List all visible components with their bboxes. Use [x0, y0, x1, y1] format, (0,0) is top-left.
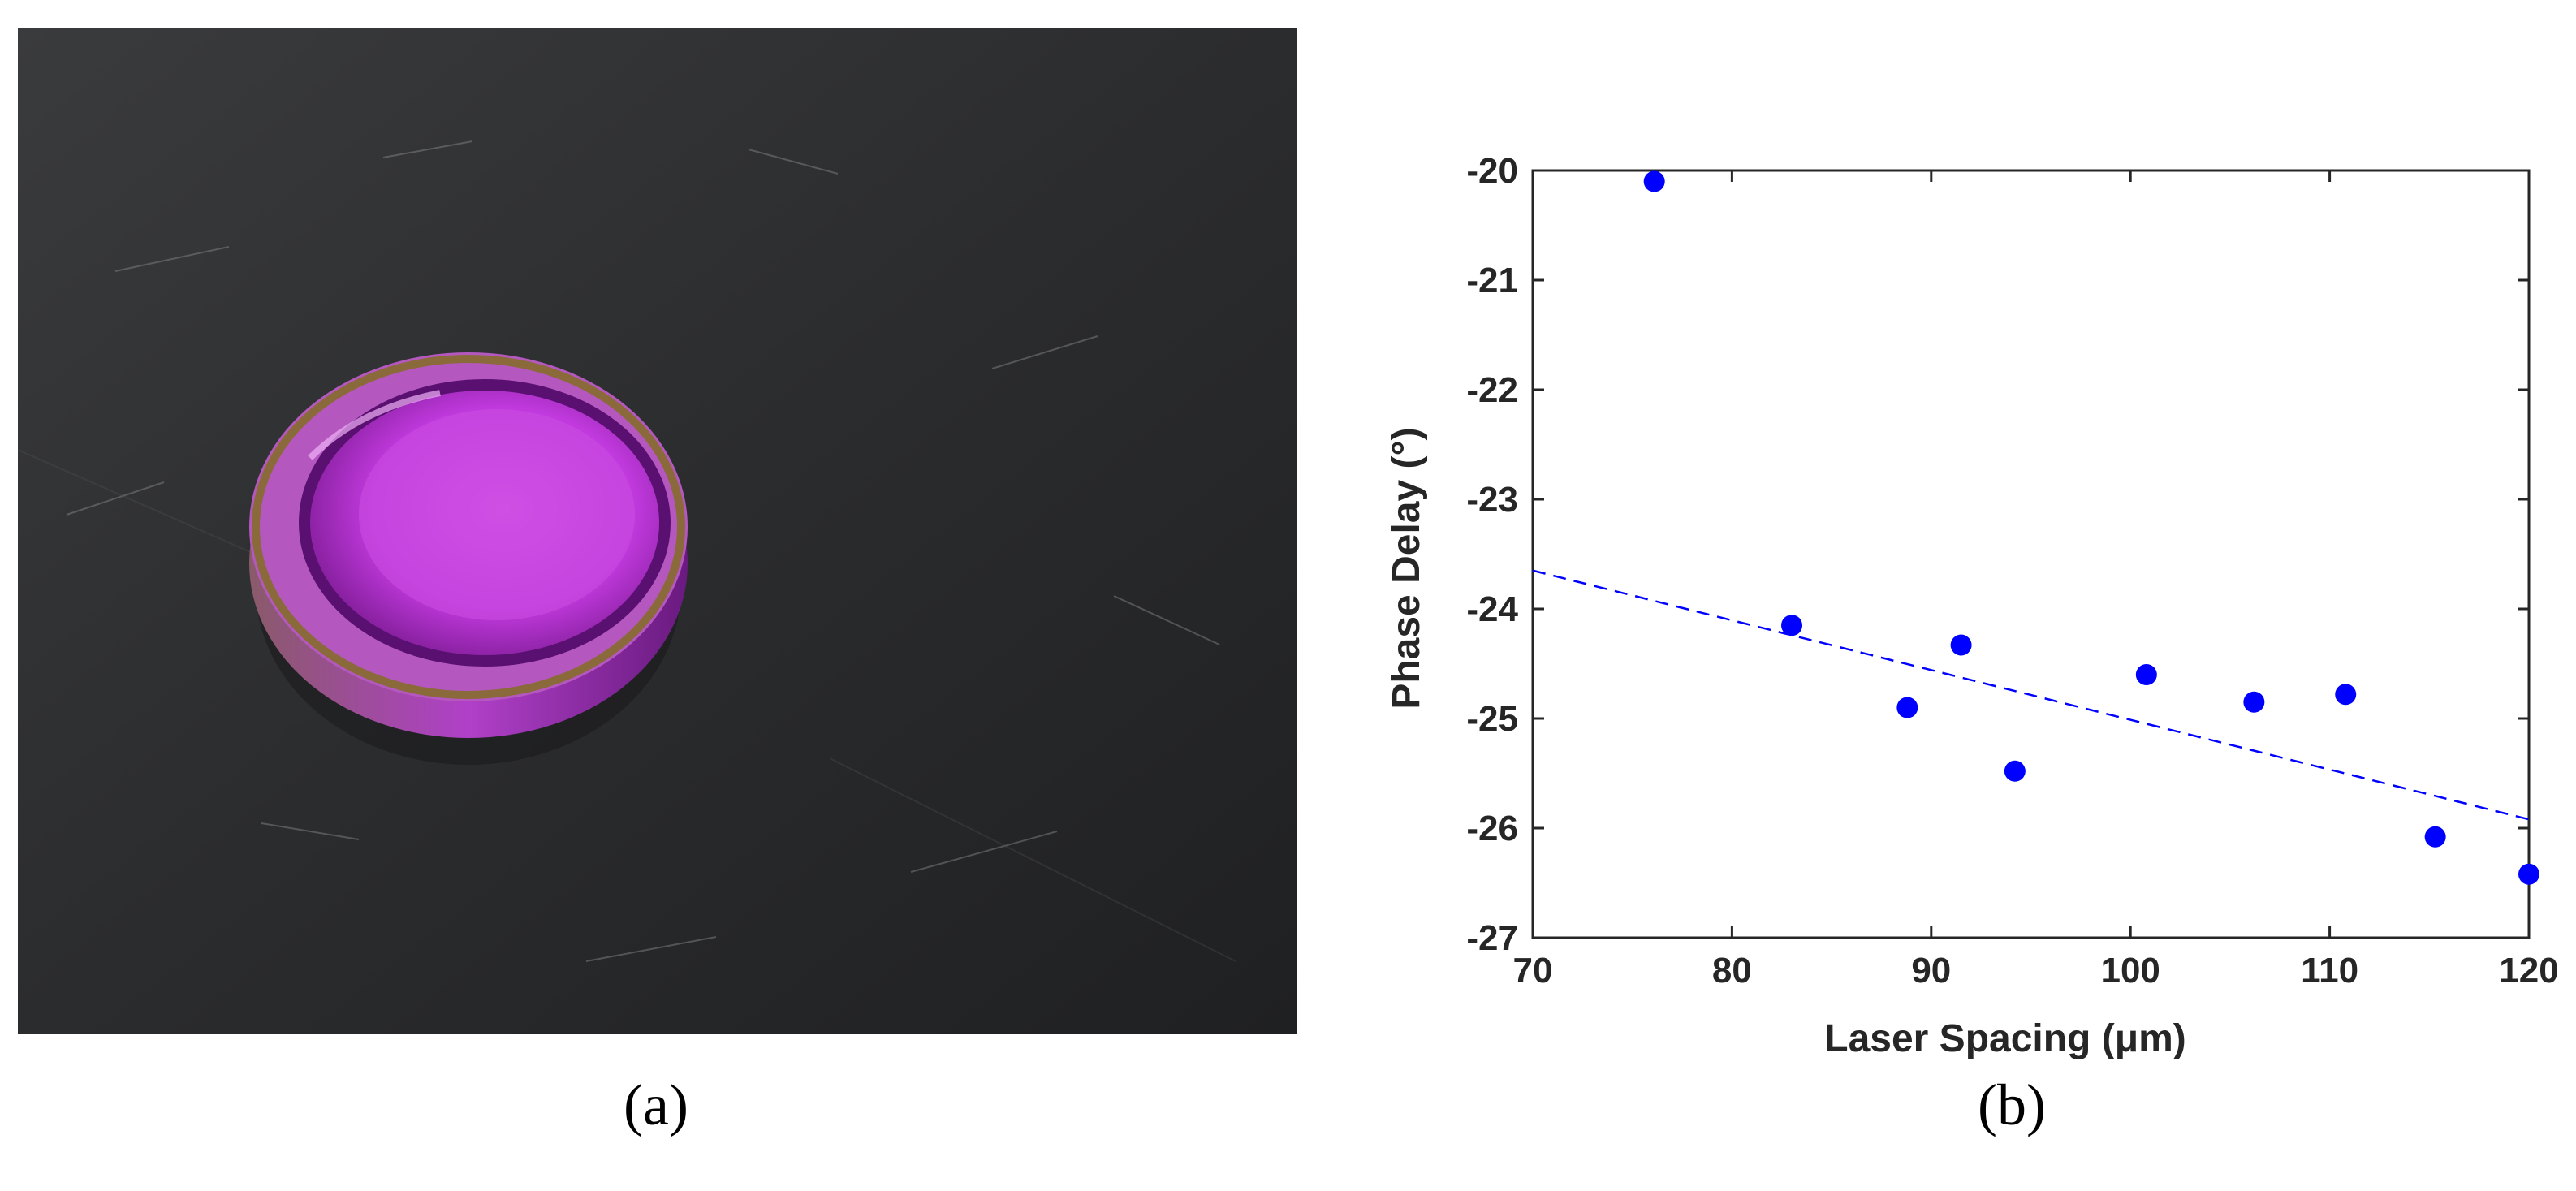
y-axis-title: Phase Delay (°) — [1385, 427, 1428, 709]
y-tick-label: -24 — [1466, 589, 1518, 629]
data-point — [1781, 615, 1803, 636]
plot-area — [1531, 169, 2531, 939]
trend-line — [1532, 569, 2530, 821]
chart-panel: -20 -21 -22 -23 -24 -25 -26 -27 70 80 90 100 110 120… — [1372, 138, 2576, 1096]
data-point — [1950, 634, 1972, 656]
x-tick-label: 110 — [2301, 951, 2358, 990]
y-tick-label: -22 — [1466, 370, 1518, 410]
data-point — [2004, 760, 2026, 782]
data-point — [1643, 170, 1665, 192]
data-point — [2243, 691, 2265, 713]
data-point — [2424, 826, 2446, 848]
x-axis-title: Laser Spacing (μm) — [1824, 1017, 2186, 1060]
y-tick-label: -25 — [1466, 699, 1518, 739]
x-tick-label: 120 — [2499, 951, 2558, 990]
caption-a: (a) — [624, 1072, 688, 1137]
y-tick-label: -23 — [1466, 480, 1518, 520]
data-point — [1896, 697, 1918, 718]
scatter-chart: -20 -21 -22 -23 -24 -25 -26 -27 70 80 90 100 110 120… — [1385, 151, 2559, 1060]
disk-photo — [17, 28, 1297, 1034]
caption-b: (b) — [1978, 1072, 2046, 1137]
x-tick-label: 80 — [1712, 951, 1752, 990]
y-tick-label: -26 — [1466, 809, 1518, 848]
y-tick-label: -21 — [1466, 261, 1518, 300]
y-tick-label: -20 — [1466, 151, 1518, 191]
x-tick-label: 100 — [2100, 951, 2160, 990]
photo-panel — [17, 28, 1297, 1034]
x-tick-label: 70 — [1513, 951, 1553, 990]
x-tick-label: 90 — [1911, 951, 1951, 990]
data-point — [2518, 863, 2539, 885]
coated-disk — [249, 352, 688, 765]
data-point — [2135, 664, 2157, 685]
y-tick-label: -27 — [1466, 918, 1518, 958]
data-point — [2335, 684, 2357, 706]
